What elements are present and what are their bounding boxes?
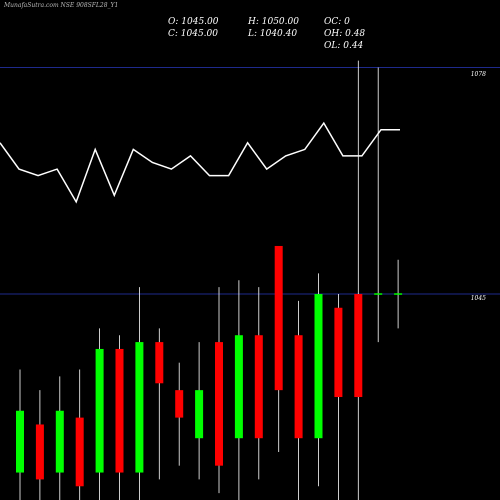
candle-body-8	[175, 390, 184, 418]
candle-body-12	[254, 335, 263, 439]
ohlc-close: C: 1045.00	[168, 29, 218, 39]
candle-body-0	[16, 410, 24, 473]
ohlc-open: O: 1045.00	[168, 17, 219, 27]
ohlc-low: L: 1040.40	[248, 29, 298, 39]
candle-body-10	[215, 342, 223, 466]
candle-body-4	[95, 348, 104, 473]
candle-bodies	[16, 245, 403, 487]
price-label-upper: 1078	[470, 71, 486, 78]
candle-body-3	[75, 417, 84, 487]
price-label-lower: 1045	[470, 295, 486, 302]
candle-body-19	[394, 293, 403, 295]
overlay-line	[0, 121, 400, 204]
candle-body-6	[135, 342, 144, 473]
ohlc-oh: OH: 0.48	[324, 29, 366, 39]
candle-body-2	[55, 410, 64, 473]
candle-body-14	[294, 335, 303, 439]
candle-body-9	[195, 390, 204, 439]
candle-body-18	[374, 293, 383, 295]
candle-body-5	[115, 348, 124, 473]
candle-body-1	[35, 424, 44, 480]
ohlc-ol: OL: 0.44	[324, 41, 364, 51]
reference-lines	[0, 66, 500, 295]
ohlc-high: H: 1050.00	[248, 17, 299, 27]
ohlc-oc: OC: 0	[324, 17, 350, 27]
candle-body-17	[354, 294, 363, 398]
candle-body-15	[314, 294, 323, 439]
line-overlay	[0, 121, 400, 204]
candle-body-13	[274, 245, 283, 391]
chart-source-label: MunafaSutra.com NSE 908SFL28_Y1	[4, 2, 119, 9]
candle-body-11	[234, 335, 243, 439]
candle-body-16	[334, 307, 343, 398]
candle-body-7	[155, 342, 164, 384]
